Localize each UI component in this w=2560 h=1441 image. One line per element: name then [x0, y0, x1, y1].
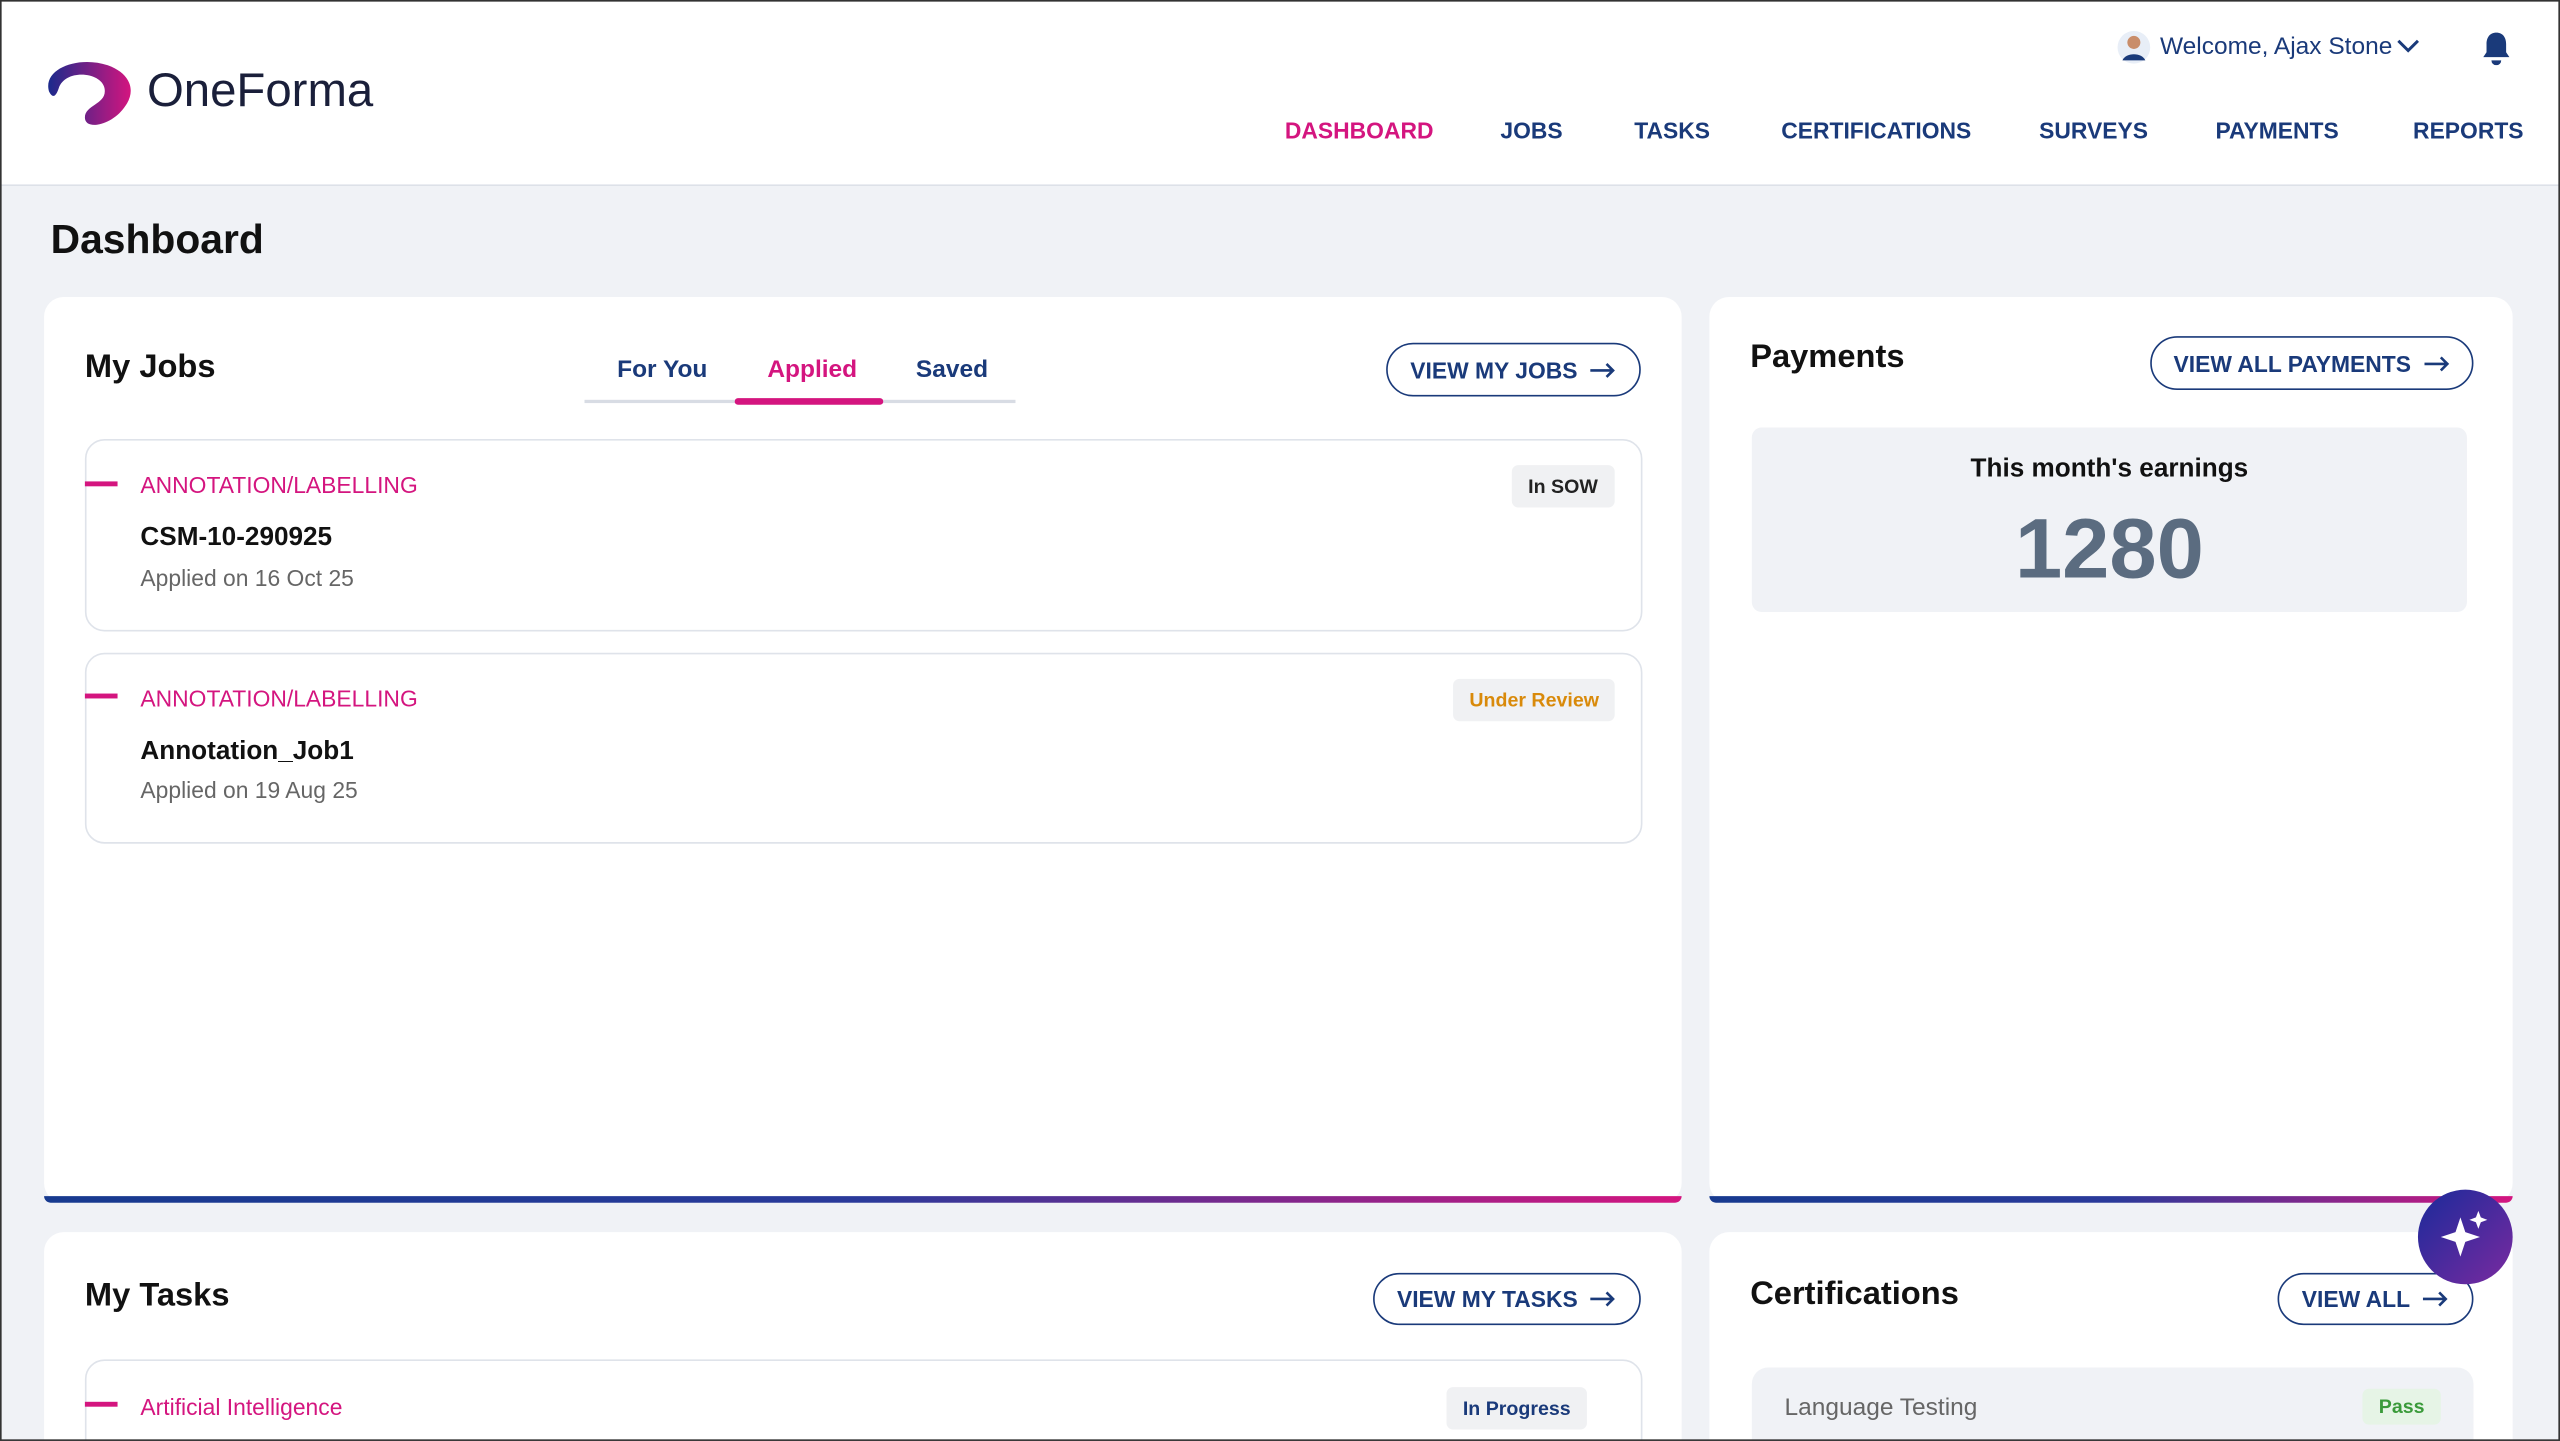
avatar[interactable]	[2116, 29, 2152, 65]
nav-item[interactable]: CERTIFICATIONS	[1781, 117, 1972, 144]
nav-item[interactable]: JOBS	[1500, 117, 1563, 144]
nav-item[interactable]: DASHBOARD	[1284, 117, 1434, 144]
nav-item[interactable]: TASKS	[1634, 117, 1711, 144]
bell-icon[interactable]	[2480, 29, 2513, 66]
logo-icon	[48, 61, 131, 125]
card-title: Certifications	[1750, 1276, 1959, 1313]
nav-item[interactable]: SURVEYS	[2039, 117, 2149, 144]
button-label: VIEW MY TASKS	[1396, 1285, 1578, 1313]
job-category: ANNOTATION/LABELLING	[140, 471, 418, 498]
tab[interactable]: For You	[617, 355, 708, 384]
job-card[interactable]	[84, 652, 1643, 844]
status-badge: In SOW	[1511, 465, 1615, 508]
arrow	[2423, 1291, 2448, 1307]
accent	[84, 1401, 118, 1407]
arrow	[1590, 362, 1616, 378]
button[interactable]: VIEW ALL PAYMENTS	[2150, 336, 2474, 391]
nav-item[interactable]: PAYMENTS	[2215, 117, 2339, 144]
page-title: Dashboard	[50, 217, 264, 263]
button-label: VIEW ALL PAYMENTS	[2173, 350, 2411, 377]
arrow	[2424, 355, 2449, 371]
status-badge: Under Review	[1453, 678, 1616, 722]
card-border	[1709, 1196, 2513, 1203]
accent	[84, 481, 118, 487]
assistant-button[interactable]	[2416, 1188, 2514, 1286]
tab[interactable]: Applied	[767, 355, 858, 384]
cert-item	[1751, 1367, 2474, 1441]
button-label: VIEW MY JOBS	[1410, 356, 1578, 383]
task-card[interactable]	[84, 1359, 1643, 1441]
task-category: Artificial Intelligence	[140, 1393, 343, 1420]
tab-indicator	[734, 398, 884, 405]
button[interactable]: VIEW ALL	[2277, 1272, 2474, 1326]
header	[0, 0, 2560, 187]
logo-text: OneForma	[146, 65, 374, 118]
accent	[84, 693, 118, 699]
job-card[interactable]	[84, 438, 1643, 632]
arrow	[1590, 1291, 1616, 1307]
status-badge: Pass	[2362, 1388, 2441, 1425]
job-category: ANNOTATION/LABELLING	[140, 685, 418, 712]
button[interactable]: VIEW MY JOBS	[1386, 342, 1641, 397]
card-title: My Jobs	[84, 349, 216, 386]
job-name: CSM-10-290925	[140, 523, 333, 552]
tab[interactable]: Saved	[915, 355, 989, 384]
welcome[interactable]: Welcome, Ajax Stone	[2159, 32, 2393, 61]
earnings-value: 1280	[2014, 502, 2204, 598]
earnings-label: This month's earnings	[1970, 455, 2249, 484]
job-applied: Applied on 19 Aug 25	[140, 776, 358, 803]
card-title: My Tasks	[84, 1277, 230, 1314]
earnings-box	[1751, 427, 2467, 612]
button-label: VIEW ALL	[2301, 1285, 2411, 1313]
card-border	[44, 1196, 1682, 1203]
cert-name: Language Testing	[1784, 1393, 1978, 1422]
job-applied: Applied on 16 Oct 25	[140, 564, 354, 591]
card-title: Payments	[1750, 339, 1905, 376]
status-badge: In Progress	[1446, 1387, 1587, 1430]
job-name: Annotation_Job1	[140, 737, 354, 766]
nav-item[interactable]: REPORTS	[2413, 117, 2524, 144]
button[interactable]: VIEW MY TASKS	[1373, 1272, 1641, 1326]
dropdown-icon[interactable]	[2397, 36, 2420, 56]
